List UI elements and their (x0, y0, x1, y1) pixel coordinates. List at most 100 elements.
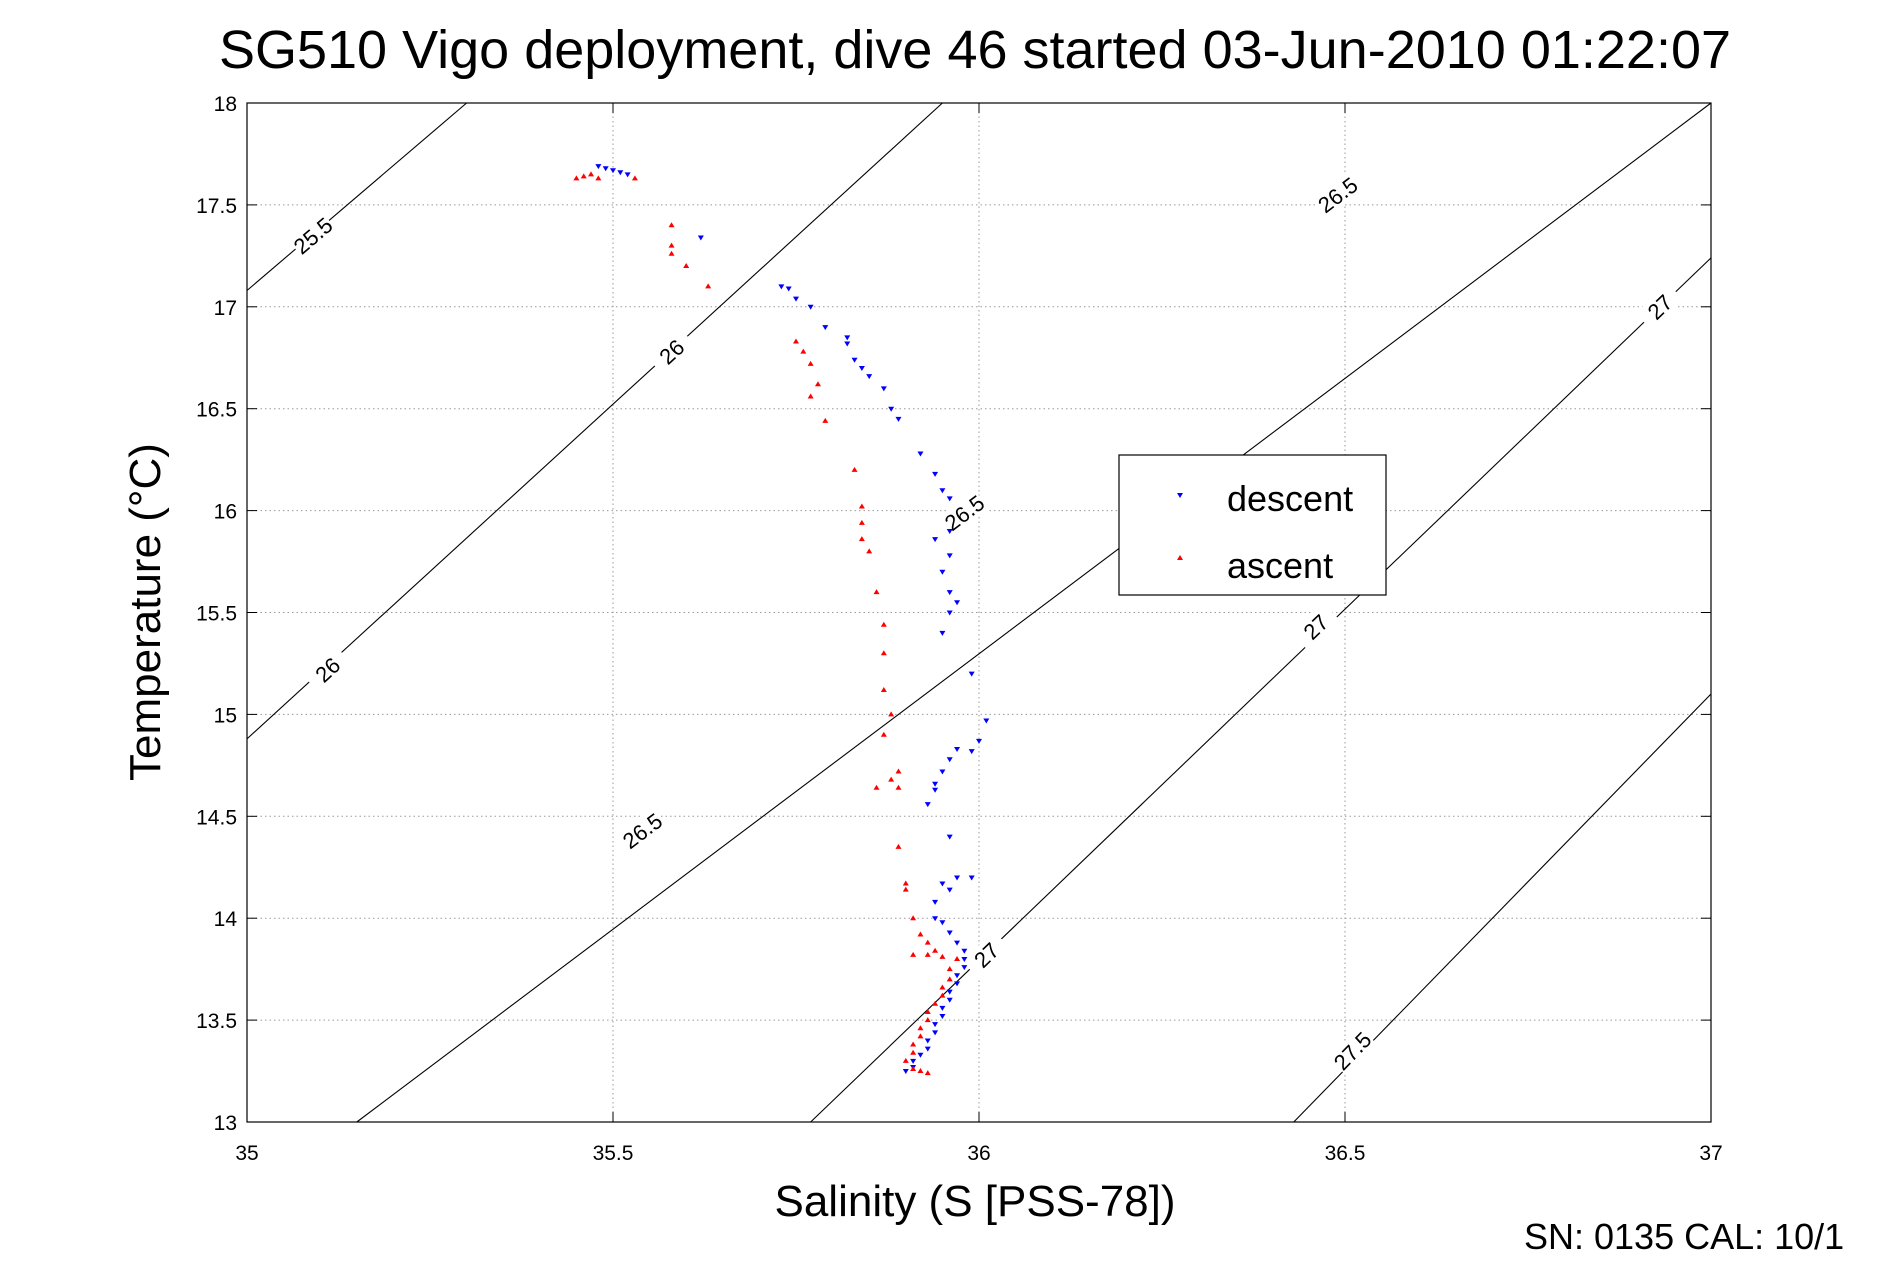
descent-point (932, 899, 939, 905)
descent-point (924, 1046, 931, 1052)
legend: descent ascent (1118, 454, 1387, 596)
descent-point (946, 997, 953, 1003)
ascent-point (873, 784, 880, 790)
descent-point (910, 1058, 917, 1064)
ascent-point (902, 886, 909, 892)
descent-point (858, 365, 865, 371)
ascent-point (822, 417, 829, 423)
contour-label-bg (939, 489, 990, 536)
contour-label-bg (1312, 171, 1363, 218)
ascent-point (939, 953, 946, 959)
descent-point (866, 374, 873, 380)
x-axis-label: Salinity (S [PSS-78]) (774, 1177, 1175, 1226)
ascent-point (924, 1017, 931, 1023)
ascent-point (705, 283, 712, 289)
ascent-point (580, 173, 587, 179)
ascent-point (946, 966, 953, 972)
descent-point (895, 416, 902, 422)
descent-point (939, 488, 946, 494)
x-tick-label: 37 (1699, 1142, 1722, 1165)
descent-point (822, 325, 829, 331)
ascent-point (851, 466, 858, 472)
descent-point (917, 451, 924, 457)
ascent-point (910, 951, 917, 957)
descent-point (968, 875, 975, 881)
contour-label-bg (1291, 602, 1340, 651)
descent-point (917, 1052, 924, 1058)
ascent-point (924, 951, 931, 957)
descent-point (617, 170, 624, 176)
y-tick-label: 16.5 (196, 399, 237, 422)
descent-point (954, 747, 961, 753)
y-tick-label: 13.5 (196, 1010, 237, 1033)
ascent-point (880, 731, 887, 737)
ascent-point (858, 503, 865, 509)
ascent-point (595, 175, 602, 181)
legend-box (1118, 454, 1387, 596)
density-contour-line (356, 102, 1712, 1123)
x-tick-label: 36 (967, 1142, 990, 1165)
descent-point (946, 834, 953, 840)
ascent-point (880, 686, 887, 692)
contour-label: 26.5 (1313, 172, 1362, 218)
grid-lines (247, 103, 1711, 1122)
ascent-point (807, 360, 814, 366)
y-axis-label: Temperature (°C) (121, 443, 170, 781)
descent-point (610, 168, 616, 174)
descent-point (939, 569, 946, 575)
descent-point (602, 166, 609, 172)
descent-point (961, 965, 968, 971)
ascent-point (888, 711, 895, 717)
descent-point (844, 335, 851, 341)
y-tick-label: 13 (214, 1112, 237, 1135)
descent-point (954, 973, 961, 979)
ascent-point (917, 1033, 924, 1039)
y-tick-labels: 13 13.5 14 14.5 15 15.5 16 16.5 17 17.5 18 (196, 93, 237, 1135)
descent-point (939, 630, 946, 636)
descent-point (932, 471, 939, 477)
y-tick-label: 14.5 (196, 806, 237, 829)
descent-point (961, 948, 968, 954)
descent-point (939, 1005, 946, 1011)
contour-label-bg (647, 327, 696, 376)
ascent-point (946, 976, 953, 982)
contour-label-bg (617, 807, 668, 854)
descent-point (880, 386, 887, 392)
y-tick-label: 15 (214, 704, 237, 727)
ascent-point (932, 947, 939, 953)
descent-point (954, 600, 961, 606)
descent-point (851, 357, 858, 363)
descent-point (595, 164, 602, 170)
legend-ascent-marker (1177, 555, 1183, 560)
descent-point (793, 296, 799, 302)
descent-point (983, 718, 990, 724)
ascent-point (895, 784, 902, 790)
descent-point (946, 528, 953, 534)
legend-descent-label: descent (1227, 478, 1353, 519)
descent-point (932, 916, 939, 922)
descent-point (954, 875, 961, 881)
descent-point (946, 553, 953, 559)
descent-point (924, 802, 931, 808)
plot-axes (246, 102, 1712, 1123)
ascent-point (668, 250, 675, 256)
legend-ascent-label: ascent (1227, 545, 1333, 586)
ascent-point (895, 843, 902, 849)
descent-point (807, 304, 814, 310)
density-contour-line (810, 257, 1712, 1123)
density-contour-line (246, 102, 943, 740)
descent-point (946, 989, 953, 995)
ascent-point (910, 915, 917, 921)
descent-point (946, 887, 953, 893)
contour-label-bg (962, 930, 1011, 979)
descent-point (844, 341, 851, 347)
ascent-point (668, 242, 675, 248)
ascent-point (939, 992, 946, 998)
ascent-point (807, 393, 814, 399)
descent-point (902, 1069, 909, 1075)
contour-label: 27.5 (1329, 1027, 1377, 1075)
ascent-point (910, 1041, 917, 1047)
ascent-point (631, 175, 638, 181)
descent-point (954, 981, 961, 987)
density-contour-line (246, 102, 467, 291)
